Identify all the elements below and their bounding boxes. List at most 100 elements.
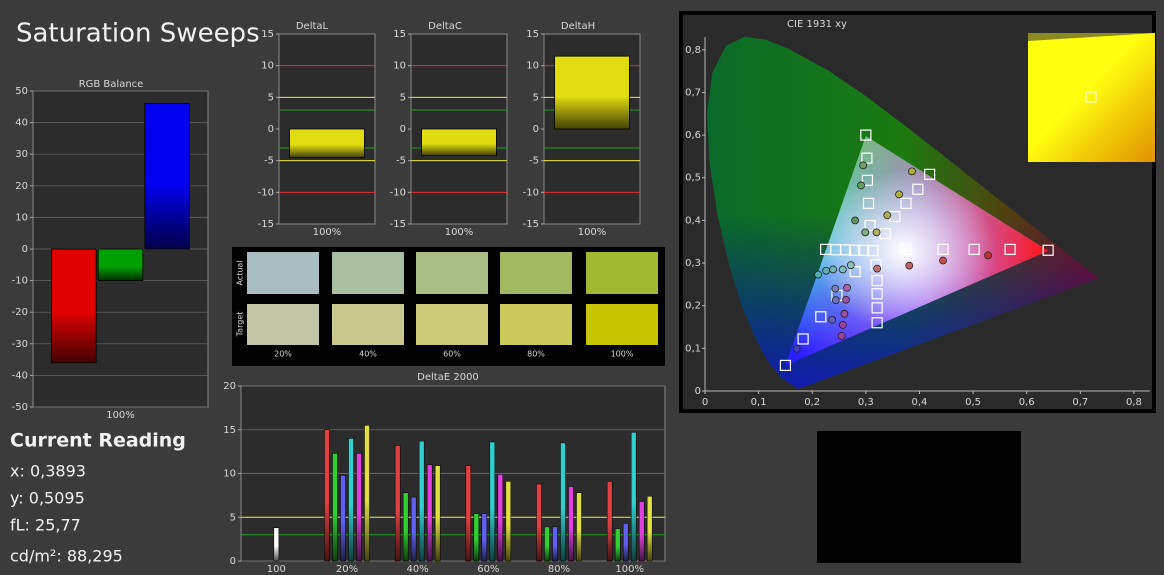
measured-point (837, 332, 846, 340)
bar (51, 248, 97, 364)
y-tick-label: 0 (268, 124, 274, 135)
measured-point (908, 167, 916, 176)
bar (434, 465, 441, 562)
bar (497, 474, 504, 562)
x-tick-label: 100% (106, 410, 135, 421)
y-tick-label: 0,6 (685, 130, 701, 141)
swatch-target (586, 304, 658, 345)
swatch-actual (332, 252, 404, 294)
bar (426, 464, 433, 562)
measured-point (838, 320, 847, 329)
measured-point (842, 295, 850, 304)
swatch-label: 20% (274, 350, 292, 359)
measured-point (939, 256, 947, 265)
chart-title: DeltaL (296, 21, 329, 32)
measured-point (905, 261, 914, 270)
bar (568, 486, 574, 562)
y-tick-label: -5 (396, 156, 406, 167)
measured-point (883, 211, 892, 220)
y-tick-label: -30 (12, 339, 28, 350)
measured-point (895, 190, 903, 199)
bar (614, 528, 621, 562)
bar (560, 442, 566, 562)
measured-point (857, 181, 865, 190)
x-tick-label: 0,4 (912, 397, 928, 408)
x-tick-label: 100 (267, 564, 286, 575)
measured-point (831, 296, 840, 305)
y-tick-label: 0,2 (685, 301, 701, 312)
y-tick-label: 5 (268, 92, 274, 103)
measured-point (843, 283, 851, 292)
y-tick-label: 50 (15, 86, 28, 97)
bar (552, 526, 558, 562)
swatch-actual (247, 252, 319, 294)
x-tick-label: 0,6 (1019, 397, 1035, 408)
measured-point (859, 161, 868, 170)
target-point (860, 129, 872, 141)
bar (410, 496, 417, 562)
y-tick-label: 20 (223, 381, 236, 392)
y-tick-label: -15 (523, 219, 539, 230)
target-point (871, 288, 883, 300)
bar (638, 501, 645, 562)
measured-point (831, 284, 840, 293)
y-tick-label: 0 (22, 244, 28, 255)
target-point (797, 333, 809, 345)
bar (606, 481, 613, 562)
row-label: Target (236, 312, 245, 338)
y-tick-label: 0,3 (685, 258, 701, 269)
bar (97, 248, 144, 282)
swatch-target (416, 304, 488, 345)
target-point (937, 243, 949, 255)
target-point (779, 359, 792, 372)
measured-point (872, 228, 881, 237)
swatch-actual (586, 252, 658, 294)
bar (364, 425, 370, 562)
x-tick-label: 100% (313, 227, 342, 238)
y-tick-label: -10 (390, 187, 406, 198)
reading-line: fL: 25,77 (10, 516, 81, 535)
measured-point (814, 270, 823, 279)
y-tick-label: 20 (15, 181, 28, 192)
y-tick-label: -5 (529, 156, 539, 167)
y-tick-label: 30 (15, 149, 28, 160)
row-label: Actual (236, 260, 245, 285)
y-tick-label: 15 (223, 425, 236, 436)
bar (473, 513, 480, 562)
x-tick-label: 40% (407, 564, 429, 575)
y-tick-label: 0 (533, 124, 539, 135)
reading-title: Current Reading (10, 430, 186, 452)
bar (273, 527, 280, 562)
gamut-triangle-white (785, 136, 1048, 366)
measured-point (822, 266, 831, 275)
target-point (924, 168, 936, 180)
y-tick-label: -10 (258, 187, 274, 198)
target-point (1004, 243, 1016, 255)
y-tick-label: 5 (533, 92, 539, 103)
y-tick-label: 15 (261, 29, 274, 40)
measured-point (838, 265, 847, 274)
swatch-label: 100% (611, 350, 634, 359)
x-tick-label: 0,5 (965, 397, 981, 408)
x-tick-label: 100% (445, 227, 474, 238)
target-point (900, 243, 912, 255)
y-tick-label: 0 (230, 556, 236, 567)
bar (340, 475, 346, 562)
measured-point (828, 315, 836, 324)
y-tick-label: 0,1 (685, 343, 701, 354)
y-tick-label: -40 (12, 370, 28, 381)
chart-title: RGB Balance (79, 79, 144, 90)
y-tick-label: 10 (526, 61, 539, 72)
y-tick-label: 10 (261, 61, 274, 72)
measured-point (851, 216, 860, 225)
swatch-label: 80% (527, 350, 545, 359)
target-point (849, 265, 861, 278)
bar (402, 492, 409, 562)
x-tick-label: 100% (578, 227, 607, 238)
bar (348, 438, 354, 562)
y-tick-label: 0,4 (685, 215, 701, 226)
reading-line: y: 0,5095 (10, 489, 85, 508)
swatch-actual (416, 252, 488, 294)
y-tick-label: 0 (400, 124, 406, 135)
bar (481, 513, 488, 562)
